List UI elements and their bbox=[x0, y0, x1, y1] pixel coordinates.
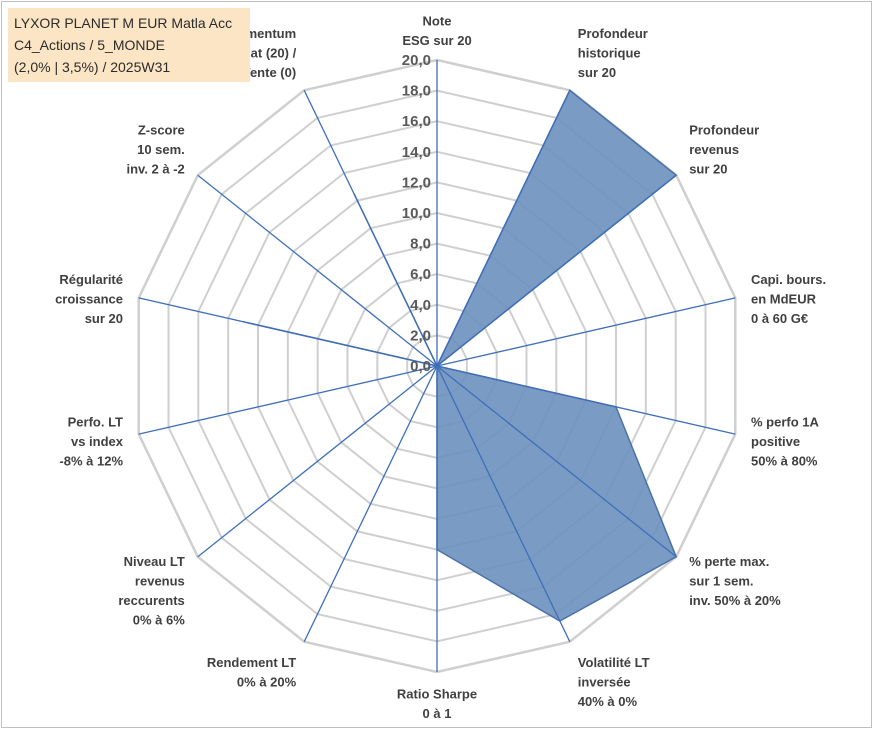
tick-label: 12,0 bbox=[402, 174, 431, 191]
axis-spoke bbox=[138, 365, 438, 435]
radar-series bbox=[242, 89, 678, 622]
axis-label-line: vs index bbox=[71, 434, 124, 449]
axis-label: % perte max. sur 1 sem. inv. 50% à 20% bbox=[689, 554, 781, 608]
axis-label: Volatilité LT inversée 40% à 0% bbox=[578, 655, 650, 709]
axis-label-line: croissance bbox=[55, 292, 123, 307]
axis-label-line: 0 à 60 G€ bbox=[751, 311, 808, 326]
fund-title-box: LYXOR PLANET M EUR Matla Acc C4_Actions … bbox=[8, 8, 250, 82]
axis-label-line: Rendement LT bbox=[207, 655, 296, 670]
axis-label-line: 0% à 6% bbox=[133, 613, 185, 628]
axis-label-line: Z-score bbox=[138, 123, 185, 138]
axis-label-line: historique bbox=[578, 45, 641, 60]
axis-spoke bbox=[436, 365, 677, 558]
axis-spoke bbox=[303, 90, 438, 367]
axis-label-line: inversée bbox=[578, 674, 631, 689]
axis-label: Perfo. LT vs index -8% à 12% bbox=[59, 415, 123, 469]
axis-label-line: Régularité bbox=[59, 272, 123, 287]
axis-label-line: revenus bbox=[135, 574, 185, 589]
axis-label-line: 50% à 80% bbox=[751, 454, 818, 469]
radar-tick-labels: 0,0 2,0 4,0 6,0 8,0 10,0 12,0 14,0 16,0 18,0 20,0 bbox=[402, 52, 431, 375]
axis-spoke bbox=[436, 297, 736, 367]
axis-label-line: 0% à 20% bbox=[237, 674, 297, 689]
tick-label: 20,0 bbox=[402, 52, 431, 69]
axis-label: Niveau LT revenus reccurents 0% à 6% bbox=[118, 554, 185, 628]
tick-label: 6,0 bbox=[410, 266, 431, 283]
fund-name: LYXOR PLANET M EUR Matla Acc bbox=[14, 15, 233, 31]
axis-label-line: 0 à 1 bbox=[423, 706, 452, 721]
axis-label-line: Ratio Sharpe bbox=[397, 687, 477, 702]
axis-spoke bbox=[197, 174, 438, 367]
tick-label: 14,0 bbox=[402, 144, 431, 161]
axis-label-line: -8% à 12% bbox=[59, 454, 123, 469]
axis-label-line: Profondeur bbox=[689, 123, 759, 138]
axis-label: Capi. bours. en MdEUR 0 à 60 G€ bbox=[751, 272, 826, 326]
axis-spoke bbox=[436, 174, 677, 367]
axis-label: Z-score 10 sem. inv. 2 à -2 bbox=[127, 123, 185, 177]
axis-label-line: inv. 2 à -2 bbox=[127, 162, 185, 177]
tick-label: 0,0 bbox=[410, 358, 431, 375]
tick-label: 2,0 bbox=[410, 327, 431, 344]
axis-spoke bbox=[436, 90, 571, 367]
axis-label-line: Volatilité LT bbox=[578, 655, 650, 670]
tick-label: 8,0 bbox=[410, 236, 431, 253]
axis-label-line: Perfo. LT bbox=[68, 415, 123, 430]
axis-label: Ratio Sharpe 0 à 1 bbox=[397, 687, 477, 722]
radar-spokes bbox=[138, 60, 736, 672]
fund-stats: (2,0% | 3,5%) / 2025W31 bbox=[14, 59, 171, 75]
axis-label-line: % perfo 1A bbox=[751, 415, 820, 430]
axis-label-line: Note bbox=[423, 14, 452, 29]
axis-spoke bbox=[197, 365, 438, 558]
fund-category: C4_Actions / 5_MONDE bbox=[14, 37, 165, 53]
axis-spoke bbox=[436, 365, 571, 642]
series-area bbox=[242, 89, 678, 622]
axis-label-line: revenus bbox=[689, 142, 739, 157]
axis-label: Rendement LT 0% à 20% bbox=[207, 655, 297, 690]
axis-spoke bbox=[436, 365, 736, 435]
axis-label-line: Vente (0) bbox=[242, 65, 296, 80]
tick-label: 16,0 bbox=[402, 113, 431, 130]
axis-label-line: sur 20 bbox=[689, 162, 727, 177]
axis-label-line: Capi. bours. bbox=[751, 272, 826, 287]
axis-label-line: sur 1 sem. bbox=[689, 574, 753, 589]
axis-label-line: Niveau LT bbox=[124, 554, 185, 569]
radar-axis-labels: Note ESG sur 20 Profondeur historique sur 20… bbox=[55, 14, 826, 722]
axis-label: Profondeur historique sur 20 bbox=[578, 26, 648, 80]
axis-label-line: positive bbox=[751, 434, 800, 449]
axis-label-line: reccurents bbox=[118, 593, 184, 608]
axis-spoke bbox=[138, 297, 438, 367]
axis-spoke bbox=[303, 365, 438, 642]
axis-label: Profondeur revenus sur 20 bbox=[689, 123, 759, 177]
axis-label: Note ESG sur 20 bbox=[402, 14, 471, 48]
axis-label: % perfo 1A positive 50% à 80% bbox=[751, 415, 820, 469]
axis-label-line: 40% à 0% bbox=[578, 694, 638, 709]
axis-label-line: sur 20 bbox=[85, 311, 123, 326]
axis-label-line: % perte max. bbox=[689, 554, 769, 569]
axis-label-line: Profondeur bbox=[578, 26, 648, 41]
tick-label: 18,0 bbox=[402, 83, 431, 100]
tick-label: 4,0 bbox=[410, 297, 431, 314]
axis-label-line: ESG sur 20 bbox=[402, 33, 471, 48]
axis-label-line: en MdEUR bbox=[751, 292, 817, 307]
axis-label: Régularité croissance sur 20 bbox=[55, 272, 123, 326]
axis-label-line: 10 sem. bbox=[137, 142, 185, 157]
axis-label-line: sur 20 bbox=[578, 65, 616, 80]
axis-label-line: inv. 50% à 20% bbox=[689, 593, 781, 608]
tick-label: 10,0 bbox=[402, 205, 431, 222]
